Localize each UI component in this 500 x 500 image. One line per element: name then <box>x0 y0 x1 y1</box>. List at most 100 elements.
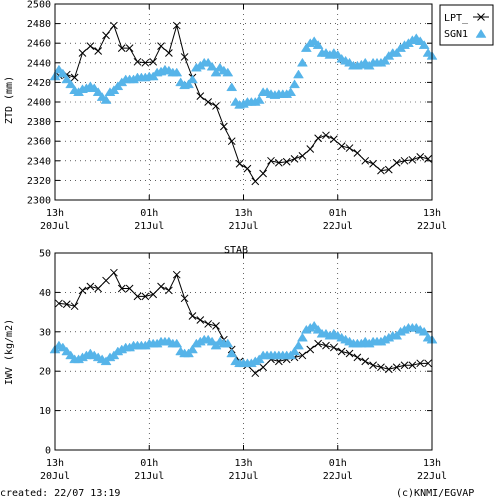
iwv-lpt-point <box>377 363 385 372</box>
iwv-lpt-point <box>306 345 315 354</box>
ztd-lpt-point <box>267 156 275 165</box>
iwv-y-axis-label: IWV (kg/m2) <box>4 319 15 385</box>
ztd-lpt-point <box>165 49 173 57</box>
ztd-lpt-point <box>314 134 322 143</box>
ztd-sgn-point <box>296 57 308 67</box>
iwv-y-tick-label: 0 <box>45 446 51 457</box>
iwv-lpt-point <box>94 284 103 293</box>
legend-label-lpt: LPT_ <box>444 13 469 24</box>
ztd-series-lpt <box>55 21 432 186</box>
ztd-y-tick-label: 2340 <box>27 156 51 167</box>
ztd-sgn-point <box>379 55 391 65</box>
legend-box <box>439 4 494 46</box>
iwv-lpt-point <box>133 292 142 301</box>
iwv-lpt-point <box>329 343 338 352</box>
ztd-sgn-point <box>186 74 198 84</box>
ztd-y-tick-label: 2440 <box>27 58 51 69</box>
ztd-lpt-point <box>322 131 330 140</box>
ztd-sgn-point <box>293 69 304 79</box>
ztd-lpt-point <box>149 57 158 66</box>
iwv-lpt-point <box>117 284 126 293</box>
ztd-lpt-point <box>243 164 252 173</box>
iwv-lpt-point <box>384 365 393 374</box>
ztd-x-tick-label: 01h <box>140 208 158 219</box>
ztd-lpt-point <box>416 153 425 161</box>
iwv-lpt-point <box>157 282 165 291</box>
iwv-sgn-point <box>222 338 234 348</box>
ztd-x-tick-date-label: 21Jul <box>228 221 258 232</box>
iwv-lpt-point <box>298 351 307 360</box>
copyright-credit: (c)KNMI/EGVAP <box>396 488 475 499</box>
iwv-lpt-point <box>172 270 181 279</box>
ztd-lpt-point <box>235 159 244 168</box>
ztd-lpt-point <box>377 166 385 175</box>
iwv-x-tick-date-label: 21Jul <box>134 471 164 482</box>
ztd-lpt-point <box>400 156 409 165</box>
iwv-sgn-point <box>226 348 238 358</box>
iwv-x-tick-label: 13h <box>234 458 252 469</box>
iwv-lpt-point <box>70 302 79 311</box>
iwv-lpt-point <box>180 294 189 303</box>
ztd-lpt-point <box>259 169 267 178</box>
iwv-lpt-point <box>62 300 71 309</box>
ztd-lpt-point <box>392 158 401 167</box>
iwv-series-sgn1 <box>49 320 438 368</box>
iwv-lpt-point <box>125 284 134 293</box>
ztd-sgn-point <box>222 67 234 77</box>
ztd-sgn-point <box>183 79 194 89</box>
ztd-lpt-point <box>78 49 87 57</box>
iwv-lpt-point <box>141 292 150 301</box>
ztd-lpt-point <box>384 165 393 174</box>
ztd-x-tick-label: 01h <box>329 208 347 219</box>
ztd-x-tick-label: 13h <box>234 208 252 219</box>
ztd-y-tick-label: 2360 <box>27 137 51 148</box>
ztd-chart: 2300 2320 2340 2360 2380 2400 2420 2440 2460 2480… <box>4 0 447 232</box>
ztd-lpt-point <box>102 31 110 40</box>
iwv-lpt-point <box>353 353 362 362</box>
iwv-x-tick-date-label: 22Jul <box>323 471 353 482</box>
iwv-x-tick-date-label: 20Jul <box>40 471 70 482</box>
iwv-lpt-point <box>86 282 95 291</box>
ztd-sgn-point <box>171 67 183 77</box>
ztd-sgn-point <box>57 68 69 78</box>
ztd-lpt-point <box>274 158 283 167</box>
ztd-lpt-point <box>306 145 315 153</box>
ztd-lpt-point <box>86 42 95 50</box>
ztd-sgn-point <box>391 48 403 57</box>
ztd-sgn-point <box>253 95 265 104</box>
iwv-sgn-point <box>186 344 198 354</box>
ztd-x-tick-label: 13h <box>423 208 441 219</box>
ztd-lpt-point <box>117 44 126 52</box>
iwv-lpt-point <box>337 347 346 356</box>
iwv-y-tick-label: 10 <box>39 406 51 417</box>
station-title: STAB <box>224 245 248 256</box>
ztd-sgn-point <box>312 40 324 49</box>
ztd-x-tick-label: 13h <box>46 208 64 219</box>
ztd-lpt-point <box>337 142 346 150</box>
ztd-lpt-point <box>141 58 150 67</box>
ztd-sgn-point <box>61 74 73 84</box>
iwv-sgn-point <box>293 340 304 350</box>
iwv-sgn-point <box>289 346 301 356</box>
ztd-x-tick-date-label: 21Jul <box>134 221 164 232</box>
iwv-x-tick-label: 01h <box>140 458 158 469</box>
iwv-sgn-point <box>418 326 430 336</box>
ztd-lpt-point <box>424 154 432 163</box>
iwv-lpt-point <box>361 357 370 366</box>
iwv-sgn-point <box>296 332 308 342</box>
ztd-lpt-point <box>212 102 220 110</box>
ztd-sgn-point <box>300 43 312 52</box>
created-timestamp: created: 22/07 13:19 <box>0 488 121 499</box>
ztd-sgn-point <box>418 40 430 49</box>
ztd-sgn-point <box>285 87 297 96</box>
iwv-x-tick-label: 01h <box>329 458 347 469</box>
iwv-lpt-point <box>416 359 425 368</box>
ztd-plot-frame <box>54 3 433 201</box>
iwv-lpt-point <box>212 322 220 330</box>
iwv-y-tick-label: 30 <box>39 327 51 338</box>
iwv-lpt-point <box>102 276 110 285</box>
ztd-sgn-point <box>100 95 112 104</box>
legend-sgn-marker <box>475 29 487 38</box>
iwv-lpt-point <box>259 363 267 372</box>
